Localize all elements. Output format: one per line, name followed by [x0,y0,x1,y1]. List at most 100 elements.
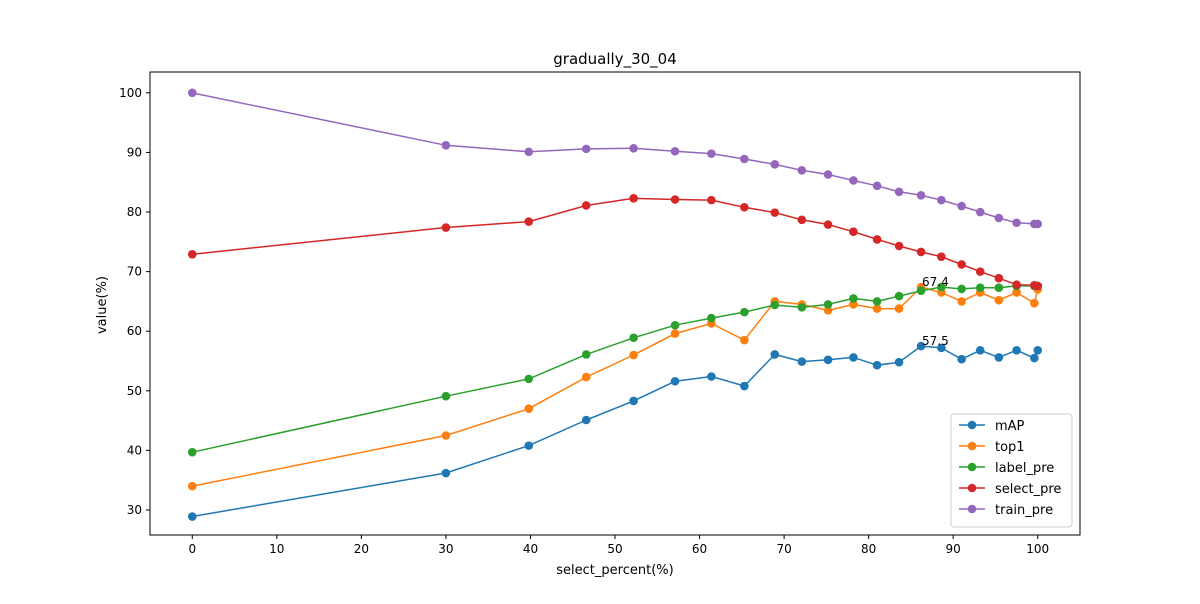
data-point-select_pre [740,202,749,212]
y-tick-label: 50 [127,384,142,398]
data-point-train_pre [937,195,946,205]
legend-marker-label_pre [967,462,977,472]
legend-label-train_pre: train_pre [995,503,1053,518]
x-axis-label: select_percent(%) [556,563,673,578]
data-point-train_pre [872,181,882,191]
data-point-mAP [1033,345,1043,355]
x-tick-label: 80 [861,542,876,556]
x-tick-label: 90 [946,542,961,556]
data-point-mAP [581,415,591,425]
data-point-train_pre [707,149,716,158]
data-point-mAP [1012,345,1021,355]
data-point-select_pre [707,195,716,205]
data-point-train_pre [1033,219,1043,229]
data-point-top1 [1012,288,1021,297]
data-point-mAP [629,396,638,406]
data-point-mAP [894,357,904,367]
data-point-top1 [957,297,966,306]
series-line-train_pre [192,92,1038,225]
data-point-label_pre [524,374,534,384]
data-point-train_pre [994,213,1004,223]
series-line-mAP [192,345,1039,518]
data-point-train_pre [1012,218,1021,228]
data-point-select_pre [670,195,680,204]
data-point-train_pre [849,176,858,185]
data-point-top1 [1030,298,1039,308]
data-point-train_pre [441,140,451,150]
data-point-top1 [187,481,197,491]
y-tick-label: 30 [127,503,142,517]
y-tick-label: 70 [127,265,142,279]
data-point-train_pre [740,154,749,164]
data-point-mAP [994,353,1004,362]
data-point-label_pre [581,350,591,359]
data-point-label_pre [823,300,833,309]
data-point-label_pre [740,307,749,317]
legend-marker-train_pre [967,504,977,514]
legend-label-top1: top1 [995,440,1025,455]
data-point-label_pre [975,283,985,293]
data-point-select_pre [1012,280,1021,290]
data-point-mAP [770,350,780,359]
data-point-mAP [823,355,833,365]
data-point-select_pre [994,273,1004,283]
series-line-label_pre [192,285,1038,453]
data-point-label_pre [441,391,451,401]
data-point-mAP [1030,353,1039,363]
x-tick-label: 10 [269,542,284,556]
data-point-select_pre [797,215,807,225]
data-point-label_pre [187,447,197,457]
data-point-train_pre [187,88,197,98]
data-point-mAP [957,354,966,364]
data-point-select_pre [441,223,451,232]
data-point-select_pre [770,208,780,217]
y-axis-label: value(%) [95,276,110,334]
legend-marker-select_pre [967,483,977,493]
data-point-select_pre [1033,281,1043,291]
data-point-label_pre [916,286,926,295]
data-point-mAP [670,376,680,386]
data-point-select_pre [975,267,985,276]
legend-box [950,413,1073,528]
chart-title: gradually_30_04 [553,50,677,69]
data-point-mAP [916,341,926,351]
data-point-select_pre [849,227,858,236]
data-point-mAP [707,372,716,381]
data-point-label_pre [629,333,638,343]
data-point-select_pre [524,217,534,226]
data-point-select_pre [823,220,833,229]
data-point-mAP [187,512,197,521]
series-line-top1 [192,286,1039,487]
legend-label-label_pre: label_pre [995,461,1054,476]
y-tick-label: 60 [127,324,142,338]
x-tick-label: 70 [776,542,791,556]
data-point-label_pre [894,291,904,301]
data-point-train_pre [670,146,680,156]
x-tick-label: 40 [523,542,538,556]
plot-area: 0 10 20 30 40 50 60 70 80 90 100 30 40 50 60 70 80 90 100 6… [119,71,1081,556]
data-point-train_pre [894,187,904,197]
x-tick-label: 100 [1026,542,1049,556]
data-point-label_pre [872,297,882,306]
data-point-mAP [975,345,985,355]
data-point-mAP [740,381,749,391]
x-tick-label: 60 [692,542,707,556]
data-point-train_pre [770,160,780,169]
data-annotation: 67.4 [922,275,949,289]
data-point-mAP [849,353,858,362]
data-point-top1 [849,300,858,309]
legend-label-select_pre: select_pre [995,482,1061,497]
data-point-label_pre [937,282,946,292]
data-point-select_pre [937,252,946,262]
data-point-top1 [524,404,534,413]
data-point-select_pre [187,250,197,259]
data-point-train_pre [823,170,833,179]
data-point-top1 [823,306,833,315]
data-point-label_pre [670,320,680,330]
y-tick-label: 100 [119,86,142,100]
data-point-top1 [740,335,749,345]
data-point-label_pre [994,283,1004,293]
data-point-train_pre [916,191,926,200]
